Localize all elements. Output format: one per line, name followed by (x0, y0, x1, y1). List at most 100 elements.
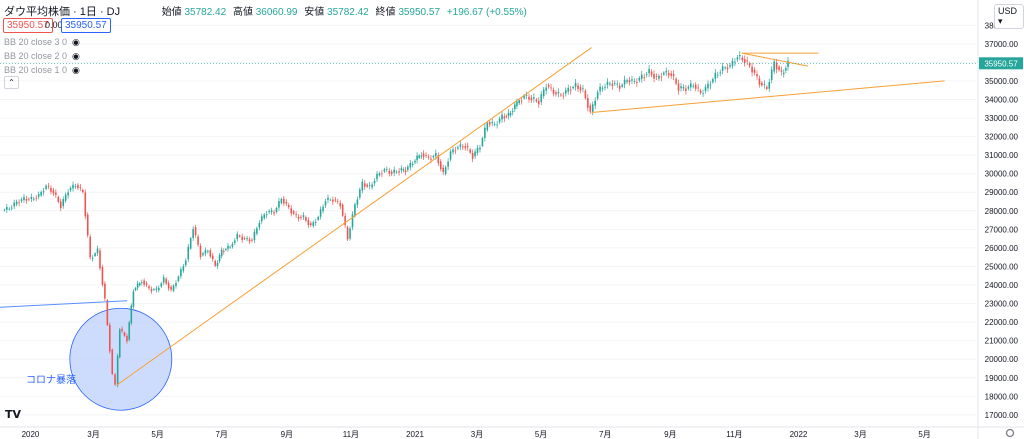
candle-body (197, 236, 199, 245)
candle-body (381, 173, 383, 175)
candle-body (50, 188, 52, 192)
candle-body (748, 63, 751, 66)
candle-body (591, 104, 594, 113)
sell-button[interactable]: 35950.57 (3, 18, 53, 33)
candle-body (136, 283, 139, 288)
candle-body (297, 216, 300, 219)
candle-body (491, 121, 494, 124)
candle-body (643, 77, 646, 78)
candle-body (214, 260, 217, 266)
candle-body (614, 83, 616, 84)
candle-body (545, 87, 547, 91)
candle-body (729, 65, 731, 67)
candle-body (420, 155, 423, 157)
candle-body (663, 72, 665, 75)
buy-button[interactable]: 35950.57 (61, 18, 111, 33)
candle-body (645, 74, 648, 76)
y-tick-label: 33000.00 (985, 114, 1019, 123)
candle-body (690, 83, 692, 88)
symbol-title[interactable]: ダウ平均株価 · 1日 · DJ (4, 6, 121, 18)
candle-body (398, 171, 400, 173)
y-tick-label: 18000.00 (985, 392, 1019, 401)
indicator-bb-1[interactable]: BB 20 close 1 0 ◉ (4, 65, 80, 76)
y-tick-label: 17000.00 (985, 411, 1019, 420)
trendline[interactable] (591, 80, 945, 113)
candle-body (621, 84, 623, 87)
candle-body (418, 155, 421, 158)
indicator-bb-3[interactable]: BB 20 close 3 0 ◉ (4, 37, 80, 48)
candle-body (726, 67, 729, 70)
eye-icon[interactable]: ◉ (72, 51, 80, 61)
candle-body (376, 173, 378, 180)
candle-body (28, 198, 30, 200)
candle-body (780, 70, 783, 72)
candle-body (253, 231, 256, 240)
last-price-marker: 35950.57 (0, 57, 1023, 70)
candle-body (584, 90, 587, 99)
y-tick-label: 28000.00 (985, 207, 1019, 216)
currency-selector[interactable]: USD ▾ (994, 4, 1024, 29)
candle-body (775, 62, 778, 70)
candle-body (582, 88, 584, 90)
y-tick-label: 24000.00 (985, 281, 1019, 290)
indicator-bb-2[interactable]: BB 20 close 2 0 ◉ (4, 51, 80, 62)
candle-body (407, 166, 409, 170)
candle-body (562, 95, 565, 97)
y-tick-label: 23000.00 (985, 300, 1019, 309)
candle-body (227, 245, 229, 249)
candle-body (623, 79, 626, 85)
candle-body (564, 90, 567, 94)
candle-body (765, 86, 768, 89)
candle-body (37, 194, 40, 197)
trendline[interactable] (116, 47, 592, 386)
candle-body (758, 78, 761, 85)
candle-body (486, 122, 489, 131)
candle-body (523, 95, 525, 99)
collapse-indicators-chevron-icon[interactable]: ⌃ (4, 76, 19, 89)
candle-body (155, 288, 158, 290)
candle-body (363, 183, 366, 187)
candle-body (466, 145, 469, 148)
eye-icon[interactable]: ◉ (72, 65, 80, 75)
y-tick-label: 19000.00 (985, 374, 1019, 383)
candle-body (386, 169, 388, 170)
candle-body (751, 66, 753, 73)
eye-icon[interactable]: ◉ (72, 37, 80, 47)
candle-body (626, 80, 628, 83)
candle-body (383, 169, 386, 172)
candle-body (32, 198, 35, 200)
x-tick-label: 2021 (406, 430, 424, 439)
candle-body (10, 207, 13, 209)
candle-body (287, 205, 290, 208)
candle-body (128, 322, 131, 340)
candle-body (655, 76, 658, 78)
candle-body (150, 289, 153, 292)
change-value: +196.67 (+0.55%) (446, 7, 527, 18)
candle-body (579, 87, 582, 91)
candle-body (283, 198, 285, 204)
open-label: 始値 (161, 7, 182, 18)
trendline[interactable] (741, 52, 809, 67)
candle-body (121, 328, 123, 331)
indicator-label: BB 20 close 3 0 (4, 37, 68, 47)
tradingview-logo: TV (5, 408, 22, 421)
horizontal-ray[interactable] (0, 300, 128, 308)
candle-body (437, 155, 440, 164)
candle-body (361, 181, 364, 191)
candle-body (741, 57, 744, 61)
candle-body (69, 187, 72, 191)
candle-body (694, 84, 697, 89)
spread-value: 0.00 (45, 20, 63, 30)
low-value: 35782.42 (327, 7, 369, 18)
settings-icon[interactable] (1005, 428, 1015, 438)
candle-body (503, 116, 506, 119)
candle-body (535, 99, 538, 102)
candle-body (442, 167, 444, 172)
candle-body (263, 214, 266, 219)
candle-body (89, 236, 91, 258)
low-label: 安値 (304, 7, 325, 18)
candle-body (162, 277, 165, 283)
open-value: 35782.42 (184, 7, 227, 18)
candle-body (496, 124, 498, 126)
last-price-badge (979, 57, 1023, 70)
